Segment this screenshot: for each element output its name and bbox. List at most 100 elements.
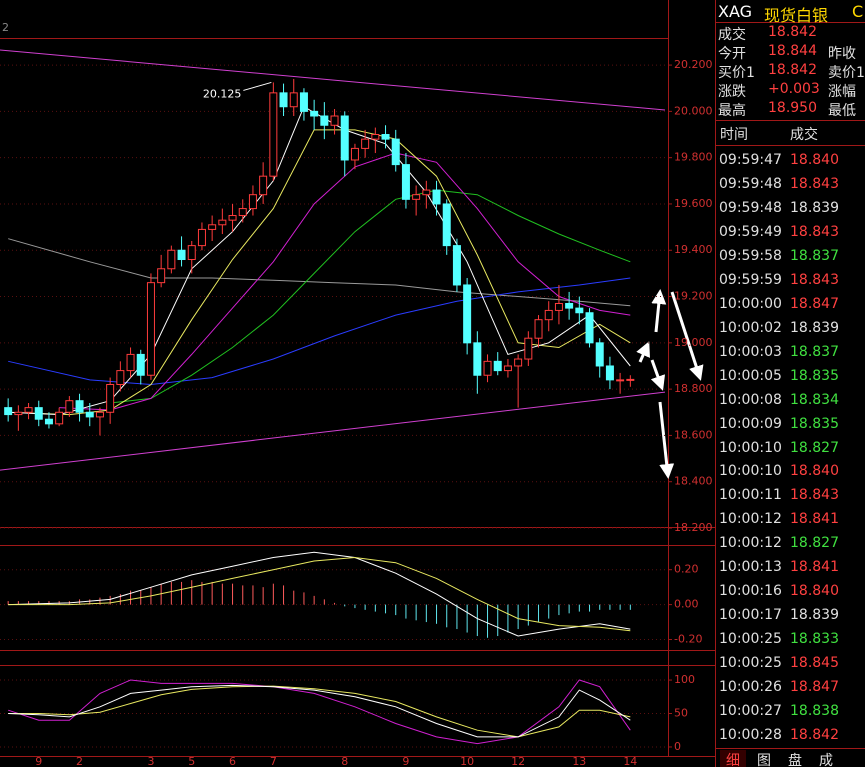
candle-body [350, 147, 359, 161]
candle-body [289, 92, 298, 108]
candle-body [157, 268, 166, 284]
indicator-line [8, 679, 631, 745]
candle-body [197, 228, 206, 247]
indicator-line [8, 129, 631, 416]
quote-value: 18.842 [768, 24, 817, 40]
trade-time: 10:00:12 [719, 511, 782, 528]
trade-time: 10:00:10 [719, 463, 782, 480]
annotation: 20.125 [203, 87, 242, 100]
indicator-line [8, 684, 631, 738]
trade-time: 10:00:27 [719, 703, 782, 720]
quote-value: +0.003 [768, 81, 820, 97]
candle-body [95, 411, 104, 418]
x-tick-label: 14 [623, 755, 637, 767]
indicator-line [8, 685, 631, 738]
candle-body [493, 360, 502, 372]
quote-label: 最低 [828, 103, 856, 119]
trade-price: 18.843 [790, 175, 839, 192]
x-tick-label: 12 [511, 755, 525, 767]
tab[interactable]: 成 [813, 750, 839, 767]
trade-price: 18.840 [790, 583, 839, 600]
x-tick-label: 3 [147, 755, 154, 767]
trade-time: 10:00:25 [719, 631, 782, 648]
x-tick-label: 10 [460, 755, 474, 767]
trade-time: 10:00:28 [719, 727, 782, 744]
trade-price: 18.847 [790, 295, 839, 312]
trade-time: 10:00:09 [719, 415, 782, 432]
candle-body [167, 249, 176, 270]
candle-body [605, 365, 614, 381]
candle-body [575, 307, 584, 314]
candle-body [24, 407, 33, 413]
trade-price: 18.839 [790, 607, 839, 624]
trade-price: 18.847 [790, 679, 839, 696]
y-tick-label: 0.20 [674, 563, 699, 576]
tab[interactable]: 图 [751, 750, 777, 767]
x-tick-label: 8 [341, 755, 348, 767]
trade-time: 10:00:26 [719, 679, 782, 696]
y-tick-label: 19.200 [674, 290, 713, 303]
candle-body [259, 175, 268, 196]
trade-price: 18.840 [790, 152, 839, 168]
trade-price: 18.837 [790, 247, 839, 264]
candle-body [65, 400, 74, 413]
quote-label: 卖价1 [828, 65, 865, 81]
column-header: 时间 [720, 127, 748, 143]
candle-body [585, 312, 594, 344]
candle-body [136, 353, 145, 376]
x-tick-label: 9 [35, 755, 42, 767]
trade-time: 10:00:10 [719, 439, 782, 456]
trade-price: 18.837 [790, 343, 839, 360]
candle-body [14, 411, 23, 416]
candle-body [503, 365, 512, 372]
tab[interactable]: 盘 [782, 750, 808, 767]
y-tick-label: 18.800 [674, 382, 713, 395]
candle-body [361, 138, 370, 149]
candle-body [228, 215, 237, 221]
trade-price: 18.841 [790, 559, 839, 576]
trade-price: 18.833 [790, 631, 839, 648]
quote-label: 昨收 [828, 46, 856, 62]
trade-time: 09:59:48 [719, 199, 782, 216]
trade-price: 18.841 [790, 511, 839, 528]
trade-time: 10:00:25 [719, 655, 782, 672]
trade-price: 18.839 [790, 199, 839, 216]
candle-body [463, 284, 472, 344]
candle-body [4, 407, 13, 416]
trade-time: 09:59:59 [719, 271, 782, 288]
trade-price: 18.834 [790, 391, 839, 408]
candle-body [391, 138, 400, 166]
trade-price: 18.842 [790, 727, 839, 744]
trade-time: 10:00:03 [719, 343, 782, 360]
indicator-line [59, 152, 631, 411]
candle-body [85, 411, 94, 418]
y-tick-label: 18.200 [674, 521, 713, 534]
tab[interactable]: 细 [720, 750, 746, 767]
y-tick-label: 100 [674, 673, 695, 686]
candle-body [595, 342, 604, 367]
y-tick-label: -0.20 [674, 633, 702, 646]
candle-body [330, 115, 339, 126]
trade-time: 09:59:47 [719, 152, 782, 168]
candle-body [565, 302, 574, 309]
candle-body [34, 407, 43, 420]
quote-label: 成交 [718, 27, 746, 43]
quote-label: 涨跌 [718, 84, 746, 100]
quote-label: 涨幅 [828, 84, 856, 100]
quote-panel: XAG 现货白银 C 成交 18.842 今开 18.844 昨收 买价1 18.842 卖价… [716, 0, 865, 767]
x-tick-label: 5 [188, 755, 195, 767]
trade-price: 18.843 [790, 487, 839, 504]
indicator-line [8, 238, 631, 307]
trade-price: 18.838 [790, 703, 839, 720]
candle-body [208, 224, 217, 230]
candle-body [432, 189, 441, 205]
quote-value: 18.842 [768, 62, 817, 78]
quote-label: 最高 [718, 103, 746, 119]
x-tick-label: 6 [229, 755, 236, 767]
y-tick-label: 19.600 [674, 197, 713, 210]
candle-body [422, 189, 431, 196]
trade-time: 10:00:13 [719, 559, 782, 576]
y-tick-label: 0 [674, 740, 681, 753]
y-tick-label: 19.800 [674, 151, 713, 164]
